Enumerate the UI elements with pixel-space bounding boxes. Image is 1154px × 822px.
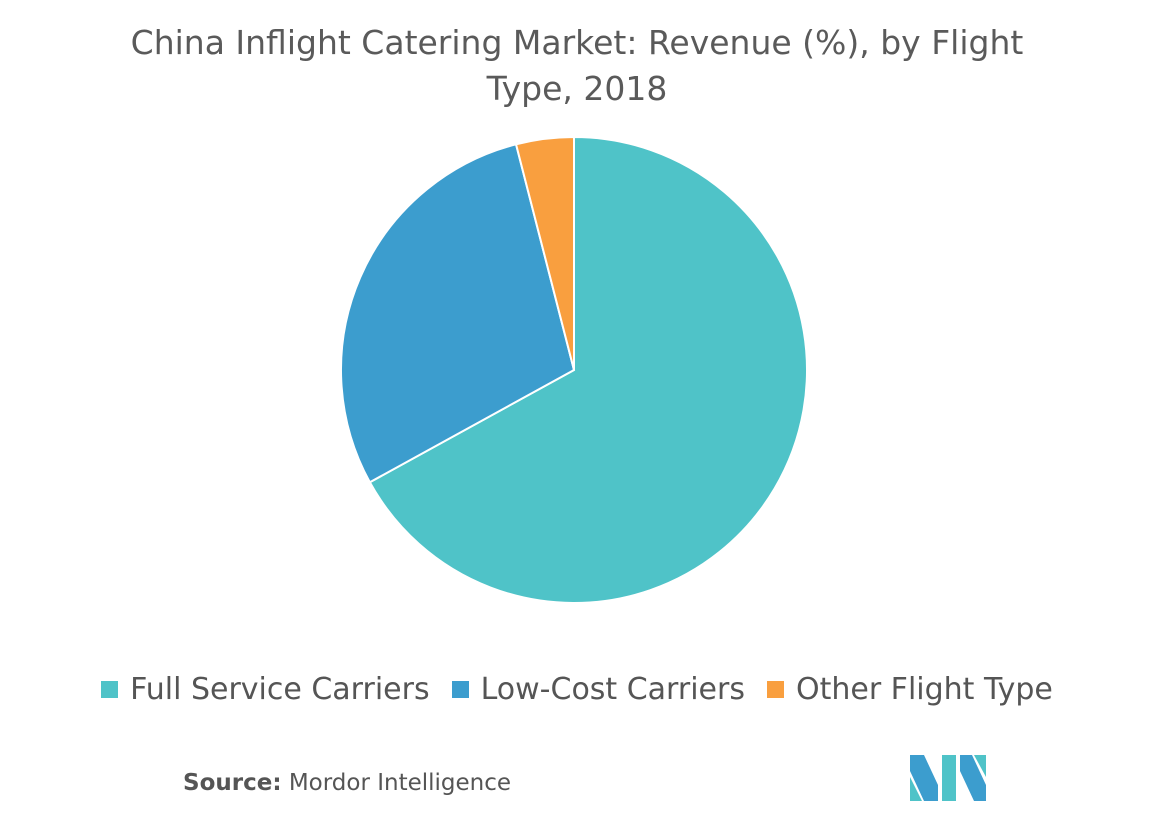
legend-item: Full Service Carriers (101, 672, 430, 707)
legend-item: Low-Cost Carriers (451, 672, 745, 707)
source-label: Source: (183, 770, 282, 796)
logo-shape (960, 755, 986, 801)
pie-chart (340, 135, 808, 604)
legend-label: Low-Cost Carriers (480, 672, 745, 707)
legend-label: Full Service Carriers (130, 672, 430, 707)
logo-shape (974, 755, 986, 777)
pie-slice (340, 143, 576, 484)
legend-swatch (101, 681, 119, 698)
logo-shape (910, 777, 922, 801)
legend-label: Other Flight Type (795, 672, 1053, 707)
logo-shape (942, 755, 956, 801)
pie-slice (368, 135, 808, 604)
logo (910, 755, 986, 801)
legend-swatch (451, 681, 469, 698)
chart-title: China Inflight Catering Market: Revenue … (130, 23, 1024, 108)
legend: Full Service Carriers Low-Cost Carriers Ot… (0, 672, 1154, 707)
source-text: Mordor Intelligence (288, 770, 512, 796)
logo-shape (910, 755, 938, 801)
pie-slice (514, 135, 575, 371)
source: Source: Mordor Intelligence (183, 770, 511, 796)
legend-swatch (766, 681, 784, 698)
legend-item: Other Flight Type (766, 672, 1053, 707)
